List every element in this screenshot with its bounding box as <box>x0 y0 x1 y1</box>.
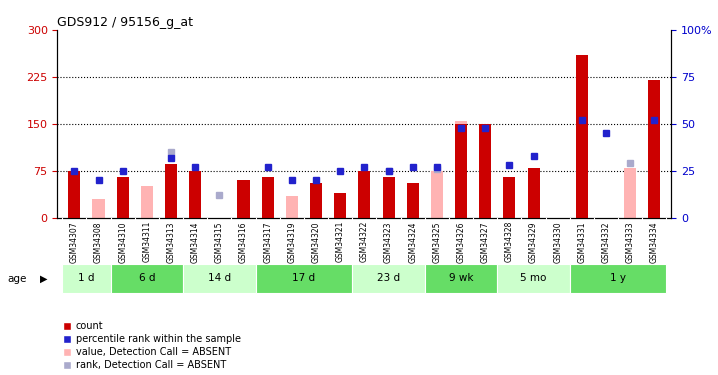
Text: GSM34319: GSM34319 <box>287 221 297 262</box>
FancyBboxPatch shape <box>256 264 353 293</box>
Legend: count, percentile rank within the sample, value, Detection Call = ABSENT, rank, : count, percentile rank within the sample… <box>62 321 241 370</box>
Bar <box>238 180 250 218</box>
Text: GSM34322: GSM34322 <box>360 221 369 262</box>
Text: GSM34311: GSM34311 <box>142 221 151 262</box>
Text: 17 d: 17 d <box>292 273 315 284</box>
Text: GSM34324: GSM34324 <box>409 221 417 262</box>
Bar <box>261 177 274 218</box>
FancyBboxPatch shape <box>111 264 183 293</box>
Text: 1 d: 1 d <box>78 273 95 284</box>
Bar <box>334 192 346 217</box>
Bar <box>68 171 80 217</box>
Bar <box>576 55 588 217</box>
Text: GSM34333: GSM34333 <box>626 221 635 263</box>
Bar <box>310 186 322 218</box>
FancyBboxPatch shape <box>570 264 666 293</box>
Bar <box>68 171 80 217</box>
Text: age: age <box>7 274 27 284</box>
Text: 9 wk: 9 wk <box>449 273 473 284</box>
Text: GSM34317: GSM34317 <box>264 221 272 262</box>
Text: 6 d: 6 d <box>139 273 155 284</box>
Bar <box>334 192 346 217</box>
FancyBboxPatch shape <box>183 264 256 293</box>
Text: 1 y: 1 y <box>610 273 626 284</box>
Text: GDS912 / 95156_g_at: GDS912 / 95156_g_at <box>57 16 193 29</box>
FancyBboxPatch shape <box>498 264 570 293</box>
Bar <box>286 196 298 217</box>
Bar <box>383 177 395 218</box>
Bar <box>165 164 177 218</box>
Text: GSM34323: GSM34323 <box>384 221 393 262</box>
FancyBboxPatch shape <box>62 264 111 293</box>
FancyBboxPatch shape <box>353 264 425 293</box>
Text: GSM34321: GSM34321 <box>336 221 345 262</box>
Text: GSM34330: GSM34330 <box>554 221 562 263</box>
Text: GSM34334: GSM34334 <box>650 221 659 263</box>
Bar <box>528 168 540 217</box>
Bar <box>141 186 153 218</box>
Bar <box>431 171 443 217</box>
Text: GSM34326: GSM34326 <box>457 221 465 262</box>
Text: GSM34332: GSM34332 <box>602 221 610 262</box>
Text: 14 d: 14 d <box>208 273 231 284</box>
Text: GSM34328: GSM34328 <box>505 221 514 262</box>
Text: GSM34316: GSM34316 <box>239 221 248 262</box>
Text: GSM34331: GSM34331 <box>577 221 587 262</box>
Bar <box>455 124 467 218</box>
Bar <box>93 199 105 217</box>
Text: 5 mo: 5 mo <box>521 273 546 284</box>
Text: GSM34313: GSM34313 <box>167 221 175 262</box>
Bar <box>503 177 516 218</box>
Bar <box>310 183 322 218</box>
Bar <box>383 177 395 218</box>
Bar <box>406 183 419 218</box>
Bar <box>358 171 370 217</box>
Bar <box>116 177 129 218</box>
Bar <box>503 177 516 218</box>
Bar <box>624 168 636 217</box>
Text: GSM34315: GSM34315 <box>215 221 224 262</box>
Text: GSM34327: GSM34327 <box>481 221 490 262</box>
Text: ▶: ▶ <box>39 274 47 284</box>
Bar <box>455 121 467 218</box>
Bar <box>238 183 250 218</box>
Bar <box>479 124 491 218</box>
Text: GSM34307: GSM34307 <box>70 221 79 263</box>
Text: 23 d: 23 d <box>377 273 400 284</box>
Text: GSM34310: GSM34310 <box>118 221 127 262</box>
Text: GSM34314: GSM34314 <box>191 221 200 262</box>
Text: GSM34329: GSM34329 <box>529 221 538 262</box>
Text: GSM34308: GSM34308 <box>94 221 103 262</box>
Text: GSM34320: GSM34320 <box>312 221 320 262</box>
Text: GSM34325: GSM34325 <box>432 221 442 262</box>
Bar <box>648 80 661 218</box>
FancyBboxPatch shape <box>425 264 498 293</box>
Bar <box>189 171 201 217</box>
